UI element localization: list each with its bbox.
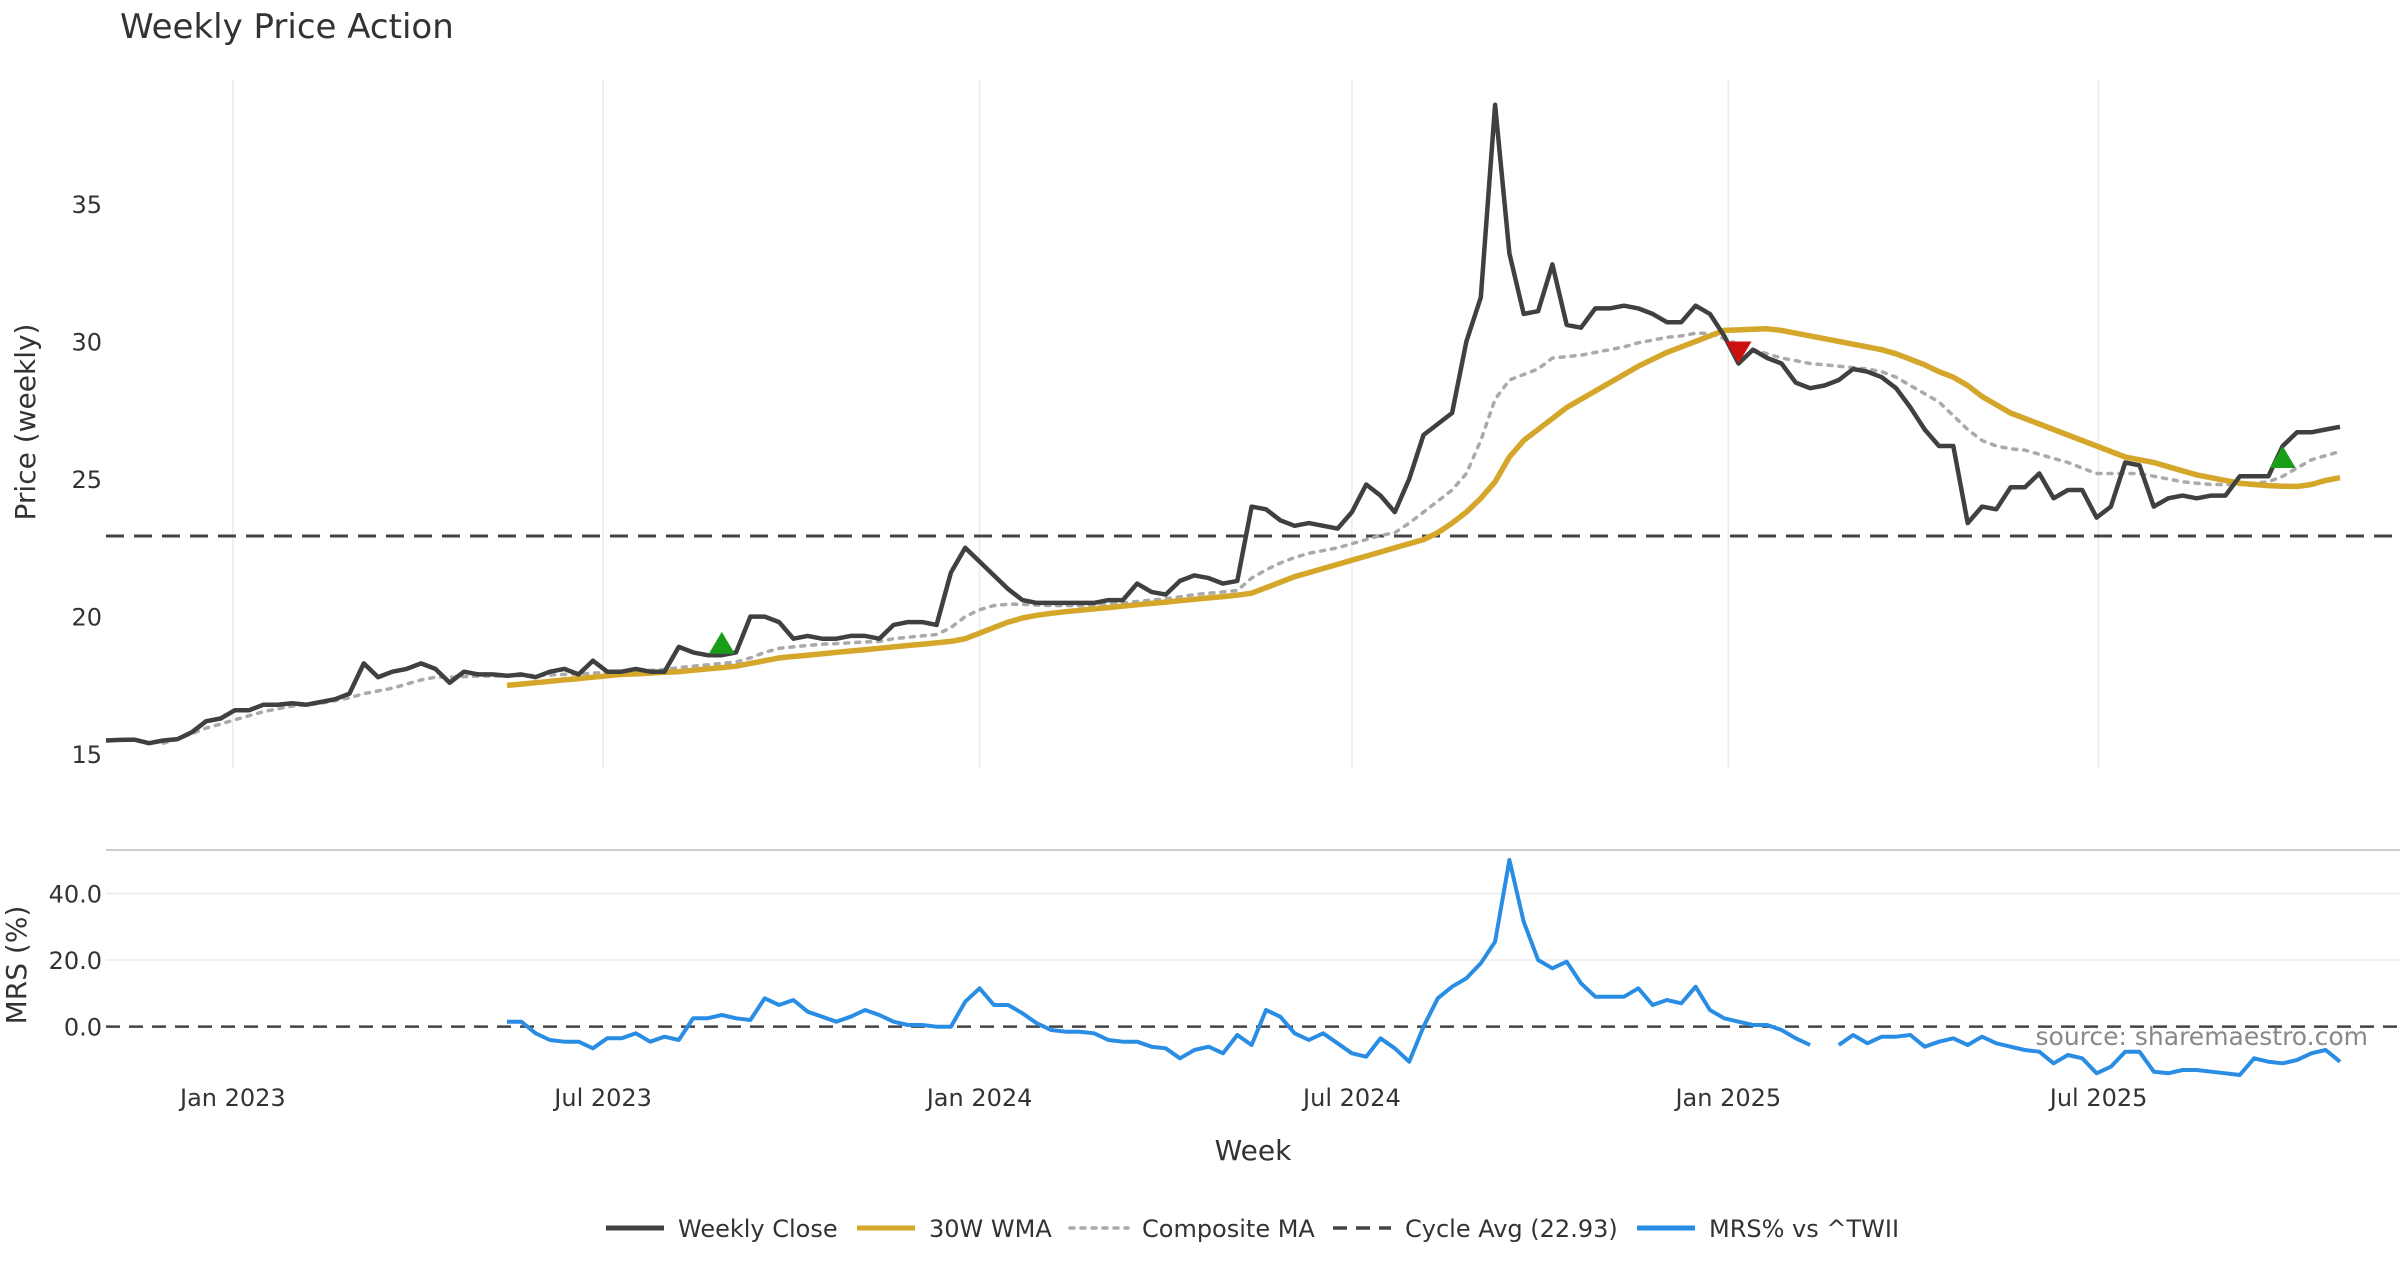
signal-markers xyxy=(708,341,2296,654)
legend-item: MRS% vs ^TWII xyxy=(1637,1215,1899,1243)
series-line-weekly-close xyxy=(105,102,2341,746)
price-grid xyxy=(232,80,2100,768)
mrs-grid xyxy=(106,892,2400,961)
legend-label: Cycle Avg (22.93) xyxy=(1405,1215,1618,1243)
price-y-tick-label: 30 xyxy=(71,328,102,356)
price-panel: 15 20 25 30 35 xyxy=(71,80,2400,769)
price-y-tick-label: 25 xyxy=(71,466,102,494)
legend-label: Weekly Close xyxy=(678,1215,838,1243)
legend-item: Weekly Close xyxy=(606,1215,838,1243)
mrs-y-axis-label: MRS (%) xyxy=(0,906,33,1025)
price-y-ticks: 15 20 25 30 35 xyxy=(71,191,102,769)
mrs-y-tick-label: 40.0 xyxy=(49,880,102,908)
legend-label: MRS% vs ^TWII xyxy=(1709,1215,1899,1243)
legend-item: Composite MA xyxy=(1068,1215,1315,1243)
legend-label: 30W WMA xyxy=(929,1215,1052,1243)
price-series xyxy=(105,102,2342,746)
series-line-composite-ma xyxy=(161,331,2342,745)
mrs-y-tick-label: 0.0 xyxy=(64,1014,102,1042)
x-tick-label: Jul 2024 xyxy=(1301,1084,1401,1112)
price-y-axis-label: Price (weekly) xyxy=(9,324,42,521)
price-y-tick-label: 15 xyxy=(71,741,102,769)
price-y-tick-label: 20 xyxy=(71,604,102,632)
x-axis-label: Week xyxy=(1215,1134,1292,1167)
mrs-y-tick-label: 20.0 xyxy=(49,947,102,975)
series-line-mrs xyxy=(507,858,2342,1077)
buy-signal-marker xyxy=(2269,446,2296,469)
price-y-tick-label: 35 xyxy=(71,191,102,219)
legend-item: 30W WMA xyxy=(857,1215,1052,1243)
x-tick-label: Jul 2023 xyxy=(552,1084,652,1112)
chart-title: Weekly Price Action xyxy=(120,7,454,47)
mrs-series xyxy=(507,858,2342,1077)
source-annotation: source: sharemaestro.com xyxy=(2036,1022,2369,1051)
sell-signal-marker xyxy=(1725,341,1752,364)
chart-legend: Weekly Close 30W WMA Composite MA Cycle Avg… xyxy=(606,1215,1899,1243)
legend-item: Cycle Avg (22.93) xyxy=(1333,1215,1618,1243)
x-tick-labels: Jan 2023 Jul 2023 Jan 2024 Jul 2024 Jan 2025… xyxy=(178,1084,2147,1112)
buy-signal-marker xyxy=(708,631,735,654)
mrs-panel: 0.0 20.0 40.0 Jan 2023 Jul 2023 Jan 2024 Jul … xyxy=(49,849,2400,1112)
series-line-30w-wma xyxy=(506,326,2341,689)
x-tick-label: Jan 2023 xyxy=(178,1084,286,1112)
x-tick-label: Jan 2024 xyxy=(925,1084,1033,1112)
x-tick-label: Jul 2025 xyxy=(2048,1084,2148,1112)
legend-label: Composite MA xyxy=(1142,1215,1315,1243)
mrs-y-ticks: 0.0 20.0 40.0 xyxy=(49,880,102,1041)
x-tick-label: Jan 2025 xyxy=(1673,1084,1781,1112)
